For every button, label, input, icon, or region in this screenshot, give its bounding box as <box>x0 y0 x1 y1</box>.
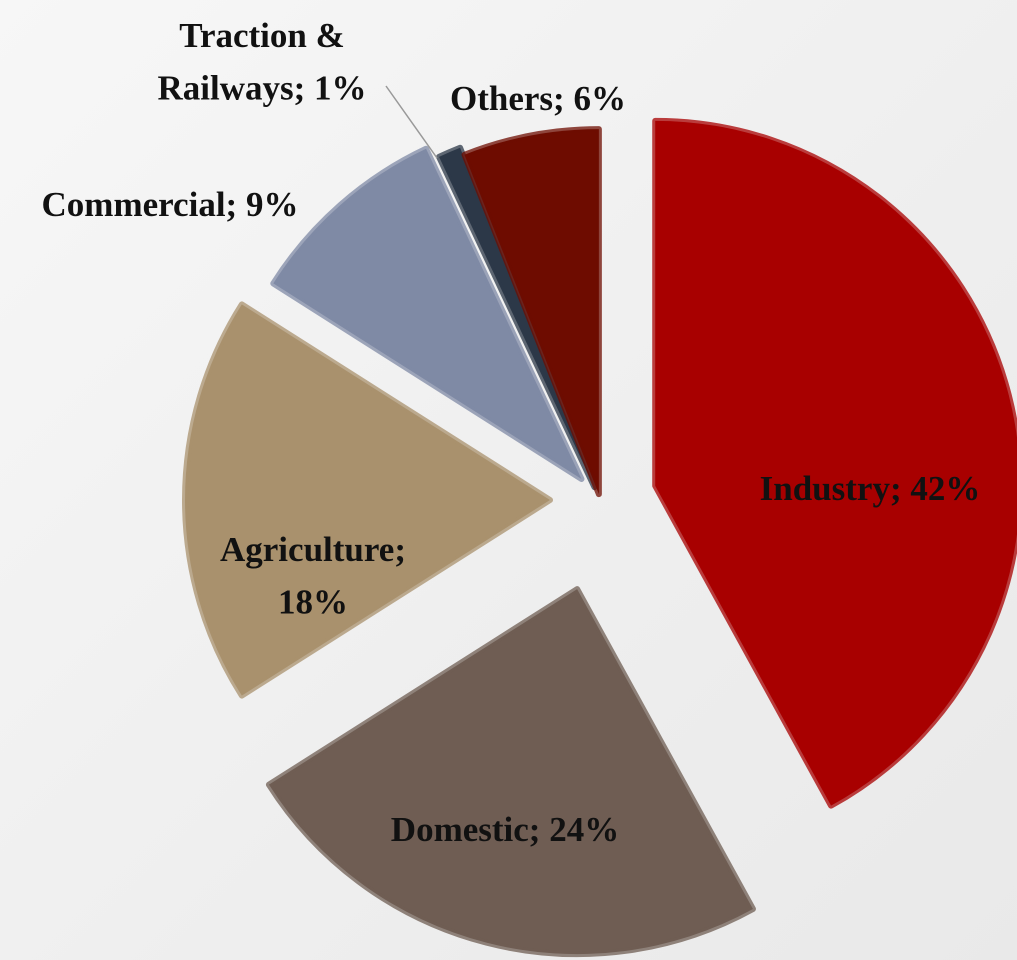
data-label: Domestic; 24% <box>391 810 619 849</box>
data-label: Industry; 42% <box>760 469 981 508</box>
pie <box>182 117 1017 958</box>
pie-slice <box>270 145 585 482</box>
data-label: Traction & Railways; 1% <box>157 16 366 108</box>
pie-slice <box>182 301 553 699</box>
labels: Industry; 42% Domestic; 24% Agriculture; 18… <box>42 16 981 849</box>
pie-slice <box>461 126 602 498</box>
leader-line <box>385 85 438 159</box>
pie-slice <box>652 117 1017 809</box>
pie-slice <box>436 144 598 491</box>
data-label: Commercial; 9% <box>42 185 299 224</box>
data-label: Agriculture; 18% <box>220 530 406 622</box>
pie-slice <box>265 586 756 958</box>
data-label: Others; 6% <box>450 79 626 118</box>
